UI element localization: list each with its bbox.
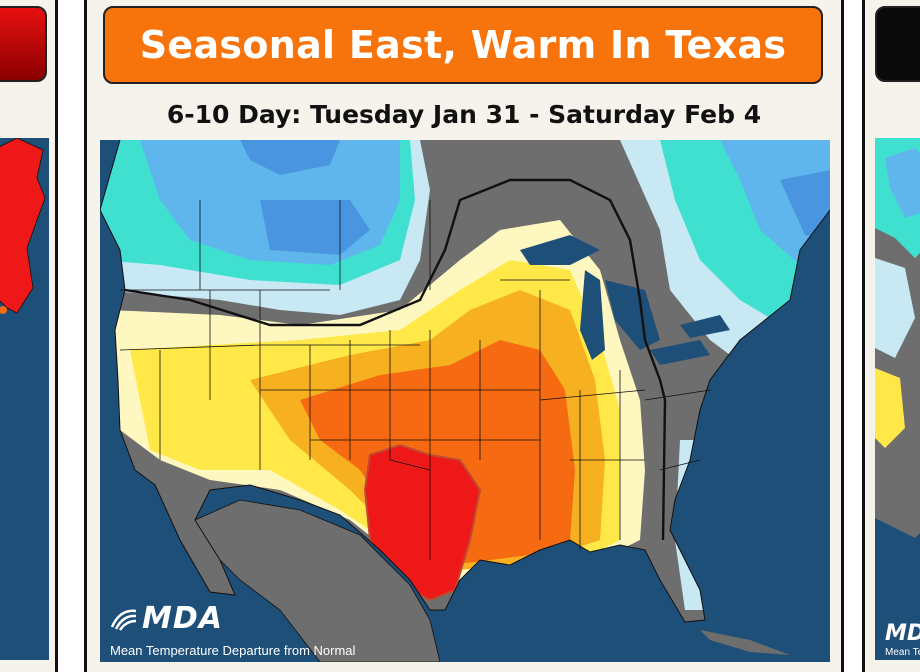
temperature-departure-map: MDA Mean Temperature Departure from Norm… xyxy=(100,140,830,662)
next-forecast-banner xyxy=(875,6,920,82)
next-map-caption: Mean Temperature Departure from Normal xyxy=(885,647,920,658)
next-mda-logo-text: MDA xyxy=(885,621,920,646)
swoosh-icon xyxy=(110,609,137,631)
previous-forecast-map xyxy=(0,138,49,660)
previous-forecast-card[interactable] xyxy=(0,0,58,672)
mda-logo-text: MDA xyxy=(142,601,223,636)
map-graphic xyxy=(100,140,830,662)
great-lakes xyxy=(520,235,730,365)
previous-forecast-banner xyxy=(0,6,47,82)
forecast-period: 6-10 Day: Tuesday Jan 31 - Saturday Feb … xyxy=(166,100,762,129)
temperature-bands xyxy=(100,140,830,622)
normal-contour xyxy=(124,178,667,541)
headline-banner: Seasonal East, Warm In Texas xyxy=(103,6,823,84)
next-forecast-card[interactable]: MDA Mean Temperature Departure from Norm… xyxy=(862,0,920,672)
next-forecast-map: MDA Mean Temperature Departure from Norm… xyxy=(875,138,920,660)
forecast-card[interactable]: Seasonal East, Warm In Texas 6-10 Day: T… xyxy=(84,0,844,672)
map-caption: Mean Temperature Departure from Normal xyxy=(110,643,356,658)
mda-logo: MDA xyxy=(110,601,223,636)
state-boundaries xyxy=(119,200,711,560)
